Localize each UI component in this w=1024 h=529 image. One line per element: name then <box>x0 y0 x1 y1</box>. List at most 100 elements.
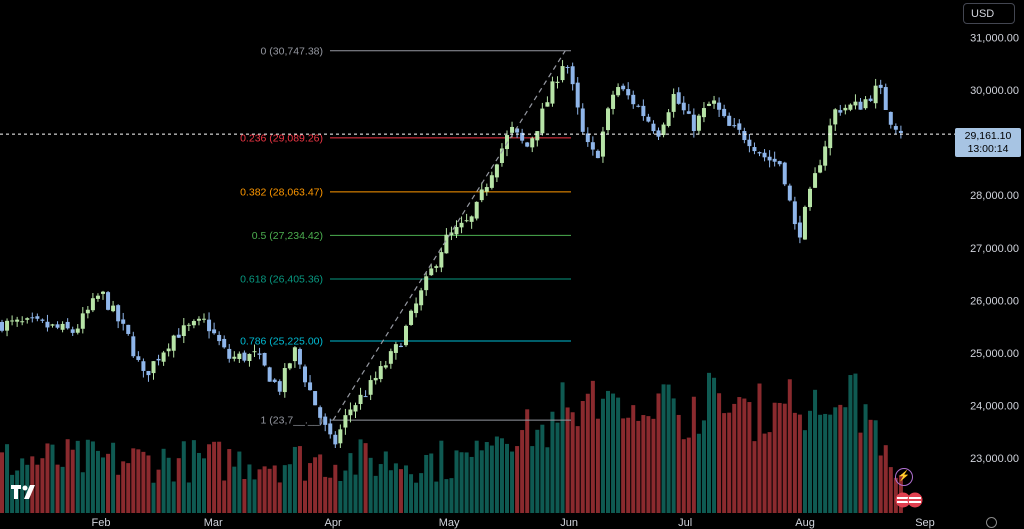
candle-body <box>898 130 903 133</box>
candle-body <box>540 108 545 134</box>
volume-bar <box>732 403 737 513</box>
candle-body <box>525 142 530 147</box>
candlesticks <box>0 60 903 449</box>
flag-icons[interactable] <box>894 492 924 508</box>
candle-body <box>247 353 252 362</box>
volume-bar <box>813 389 818 513</box>
volume-bar <box>545 447 550 513</box>
candle-body <box>868 98 873 101</box>
candle-body <box>434 266 439 268</box>
candle-body <box>550 81 555 104</box>
candle-body <box>459 222 464 228</box>
volume-bar <box>434 481 439 513</box>
candle-body <box>878 84 883 88</box>
candle-body <box>272 379 277 382</box>
candle-body <box>515 128 520 133</box>
candle-body <box>191 321 196 326</box>
volume-bar <box>267 468 272 513</box>
candle-body <box>828 125 833 149</box>
volume-bar <box>454 450 459 513</box>
candle-body <box>373 377 378 381</box>
volume-bar <box>833 407 838 513</box>
volume-bar <box>181 441 186 513</box>
fib-level-label: 0.382 (28,063.47) <box>240 186 323 198</box>
candle-body <box>333 434 338 445</box>
volume-bar <box>883 445 888 513</box>
candle-body <box>303 366 307 383</box>
volume-bar <box>570 412 575 513</box>
volume-bar <box>444 479 449 513</box>
volume-bar <box>722 413 727 513</box>
volume-bar <box>277 482 282 513</box>
candle-body <box>383 365 388 368</box>
price-tick-label: 30,000.00 <box>970 85 1019 97</box>
volume-bar <box>217 441 222 513</box>
volume-bar <box>560 382 565 513</box>
candle-body <box>848 104 853 110</box>
candle-body <box>823 146 828 166</box>
candle-body <box>545 102 550 107</box>
last-price-value: 29,161.10 <box>964 130 1012 142</box>
volume-bar <box>186 482 191 513</box>
candle-body <box>242 352 247 361</box>
lightning-icon[interactable]: ⚡ <box>895 468 913 486</box>
candle-body <box>494 164 499 178</box>
volume-bar <box>166 457 171 513</box>
candle-body <box>656 130 661 137</box>
candle-body <box>217 334 222 342</box>
volume-bar <box>752 441 757 513</box>
volume-bar <box>111 442 116 513</box>
tradingview-logo-icon[interactable] <box>10 483 40 501</box>
candle-body <box>85 309 90 314</box>
volume-bar <box>388 470 393 513</box>
volume-bar <box>515 446 520 513</box>
trend-line[interactable] <box>332 50 566 421</box>
volume-bar <box>30 456 35 513</box>
candle-body <box>787 185 792 201</box>
volume-bar <box>641 415 646 513</box>
volume-bar <box>696 433 701 513</box>
price-tick-label: 25,000.00 <box>970 348 1019 360</box>
volume-bar <box>257 469 262 513</box>
candle-body <box>181 325 186 337</box>
candle-body <box>398 345 403 348</box>
fib-level-label: 1 (23,7__.__) <box>261 415 323 427</box>
settings-gear-icon[interactable] <box>986 517 997 528</box>
candle-body <box>762 152 767 158</box>
volume-bar <box>50 444 55 513</box>
volume-bar <box>499 438 504 513</box>
currency-button[interactable]: USD <box>963 3 1015 24</box>
time-axis[interactable]: Feb Mar Apr May Jun Jul Aug Sep <box>92 517 935 529</box>
volume-bar <box>666 384 671 513</box>
fibonacci-retracement[interactable]: 0 (30,747.38) 0.236 (29,089.26) 0.382 (28,… <box>240 45 571 427</box>
volume-bar <box>308 463 313 513</box>
volume-bar <box>80 472 85 513</box>
candle-body <box>707 103 711 106</box>
volume-bar <box>65 439 70 513</box>
candle-body <box>90 298 95 311</box>
volume-bar <box>292 446 297 513</box>
candle-body <box>126 324 131 334</box>
candle-body <box>575 82 580 108</box>
candle-body <box>353 405 358 412</box>
candle-body <box>404 325 408 346</box>
volume-bars <box>0 372 903 513</box>
volume-bar <box>772 402 777 513</box>
volume-bar <box>126 463 131 513</box>
candle-body <box>777 161 782 165</box>
candle-body <box>792 201 797 225</box>
volume-bar <box>757 383 762 513</box>
volume-bar <box>626 417 631 513</box>
volume-bar <box>717 393 722 513</box>
candle-body <box>227 348 232 359</box>
volume-bar <box>272 465 277 513</box>
candle-body <box>25 318 30 320</box>
candle-body <box>439 252 444 268</box>
candle-body <box>611 94 616 109</box>
volume-bar <box>580 401 585 513</box>
candle-body <box>469 216 474 222</box>
volume-bar <box>146 455 151 513</box>
candle-body <box>691 114 696 131</box>
price-axis[interactable]: 31,000.0030,000.0029,000.0028,000.0027,0… <box>970 33 1019 466</box>
